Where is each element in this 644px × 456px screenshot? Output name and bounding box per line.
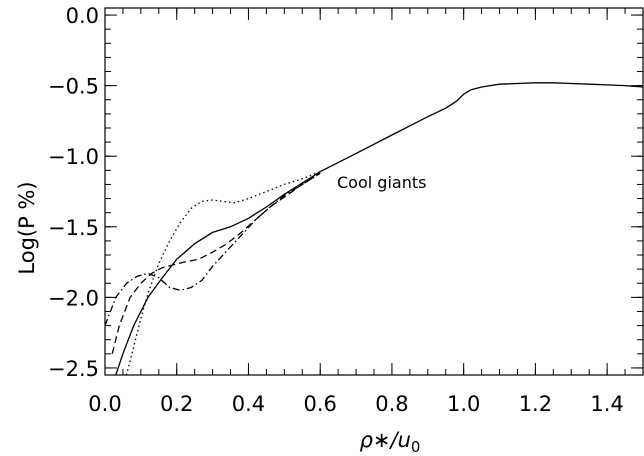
x-tick-label: 0.2	[160, 392, 193, 416]
y-tick-label: −2.0	[48, 286, 99, 310]
y-axis: 0.0 −0.5 −1.0 −1.5 −2.0 −2.5	[48, 4, 643, 381]
series-line-dashed	[111, 172, 321, 354]
x-axis-title: ρ∗/u0	[360, 428, 421, 456]
series-line-solid	[115, 82, 643, 375]
x-axis: 0.0 0.2 0.4 0.6 0.8 1.0 1.2 1.4	[88, 8, 644, 416]
series-line-dotted	[125, 171, 321, 375]
x-axis-title-main: ρ∗/u	[360, 428, 411, 452]
y-tick-label: −1.5	[48, 216, 99, 240]
y-tick-label: −1.0	[48, 145, 99, 169]
series-layer	[105, 82, 643, 375]
series-line-dashdot	[105, 172, 321, 326]
x-axis-title-subscript: 0	[411, 438, 421, 456]
x-tick-label: 0.4	[232, 392, 265, 416]
x-tick-label: 0.6	[303, 392, 336, 416]
x-tick-label: 0.8	[375, 392, 408, 416]
x-tick-label: 0.0	[88, 392, 121, 416]
x-tick-label: 1.0	[447, 392, 480, 416]
y-tick-label: −2.5	[48, 357, 99, 381]
annotation-cool-giants: Cool giants	[337, 173, 426, 192]
y-axis-title: Log(P %)	[15, 181, 39, 274]
y-tick-label: 0.0	[66, 4, 99, 28]
x-tick-label: 1.4	[590, 392, 623, 416]
y-tick-label: −0.5	[48, 75, 99, 99]
x-tick-label: 1.2	[519, 392, 552, 416]
